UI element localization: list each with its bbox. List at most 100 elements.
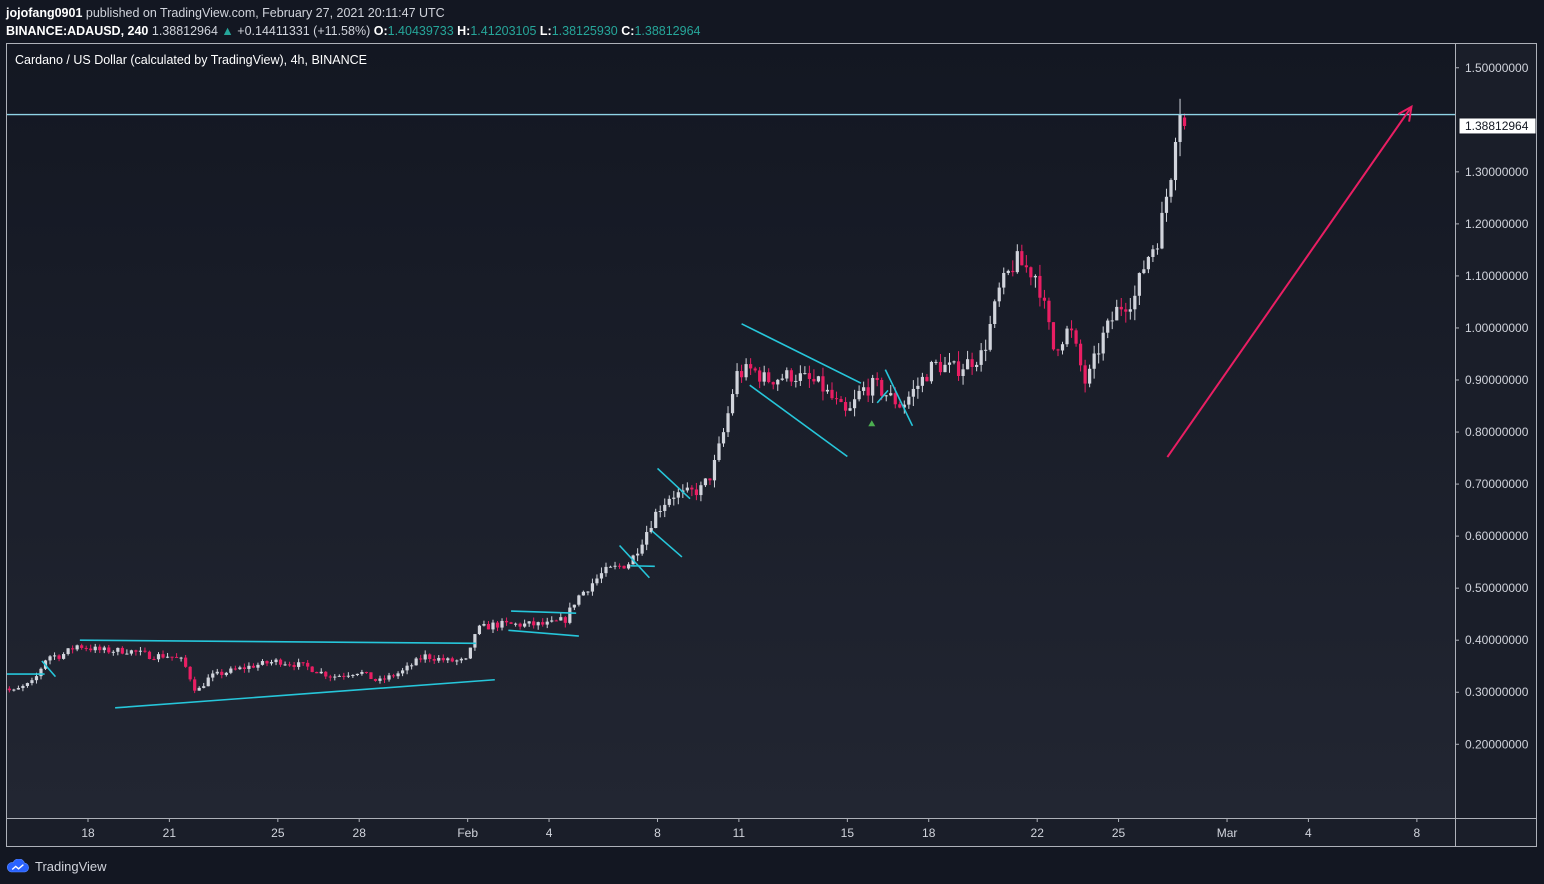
candle-body — [455, 660, 459, 662]
candle-body — [432, 658, 436, 661]
candle-body — [369, 672, 373, 679]
y-tick-label: 1.30000000 — [1465, 165, 1529, 179]
x-tick-label: 25 — [1112, 826, 1126, 840]
candle-body — [1146, 256, 1150, 270]
last-price-badge — [1458, 117, 1536, 135]
x-tick-label: 18 — [922, 826, 936, 840]
candle-body — [911, 388, 915, 397]
candle-body — [617, 565, 622, 567]
candle-body — [789, 370, 793, 382]
trendline — [115, 678, 495, 709]
candle-body — [500, 620, 504, 628]
candle-body — [961, 369, 965, 376]
candle-body — [52, 655, 57, 657]
candle-body — [251, 665, 256, 668]
candle-body — [238, 667, 242, 670]
candle-body — [468, 647, 472, 659]
candle-body — [446, 658, 450, 661]
candle-body — [812, 378, 816, 382]
candle-body — [138, 650, 143, 652]
last-price-label: 1.38812964 — [1465, 119, 1529, 133]
candle-body — [830, 389, 834, 399]
candle-body — [1133, 295, 1137, 310]
candle-body — [676, 492, 680, 498]
footer-brand[interactable]: TradingView — [35, 858, 107, 874]
candle-body — [319, 671, 323, 674]
candle-body — [165, 656, 170, 658]
candle-body — [568, 607, 572, 623]
candle-body — [839, 398, 843, 403]
trendline — [508, 629, 579, 637]
candle-body — [753, 368, 757, 371]
y-tick-label: 1.00000000 — [1465, 321, 1529, 335]
candle-body — [979, 350, 983, 365]
candle-body — [287, 664, 292, 666]
y-tick-label: 0.20000000 — [1465, 737, 1529, 751]
candle-body — [672, 497, 676, 499]
x-tick-label: 18 — [81, 826, 95, 840]
candle-body — [25, 683, 30, 686]
candle-body — [685, 487, 689, 491]
candle-body — [943, 364, 947, 373]
candle-body — [355, 673, 359, 676]
candle-body — [636, 553, 640, 556]
candle-body — [1029, 267, 1033, 278]
y-tick-label: 1.10000000 — [1465, 269, 1529, 283]
x-tick-label: 8 — [654, 826, 661, 840]
chart-title: Cardano / US Dollar (calculated by Tradi… — [15, 53, 368, 67]
candle-body — [152, 658, 156, 660]
candle-body — [57, 655, 61, 659]
candle-body — [224, 672, 228, 675]
candle-body — [211, 673, 215, 678]
trendline — [749, 384, 848, 458]
candle-body — [1002, 272, 1006, 288]
candle-body — [423, 654, 427, 660]
candle-body — [260, 661, 265, 665]
price-chart[interactable]: 1.600000001.500000001.300000001.20000000… — [7, 44, 1536, 846]
publish-line: jojofang0901 published on TradingView.co… — [6, 4, 700, 22]
candle-body — [48, 656, 52, 661]
candle-body — [34, 676, 39, 681]
candle-body — [726, 413, 730, 433]
trendline — [656, 467, 691, 500]
high-value: 1.41203105 — [470, 24, 537, 38]
open-label: O: — [373, 24, 388, 38]
change-value: +0.14411331 (+11.58%) — [237, 24, 371, 38]
candle-body — [739, 371, 744, 378]
candle-body — [206, 677, 210, 687]
candle-body — [658, 511, 662, 512]
plot-area — [7, 44, 1455, 818]
author-name[interactable]: jojofang0901 — [6, 6, 83, 20]
time-axis-area — [7, 818, 1536, 846]
candle-body — [464, 658, 468, 660]
candle-body — [116, 647, 120, 652]
candle-body — [613, 565, 617, 567]
candle-body — [599, 573, 604, 579]
y-tick-label: 0.90000000 — [1465, 373, 1529, 387]
y-tick-label: 0.70000000 — [1465, 477, 1529, 491]
x-tick-label: 11 — [733, 826, 746, 840]
candle-body — [1051, 322, 1056, 350]
candle-body — [504, 620, 509, 623]
candle-body — [391, 675, 396, 677]
candle-body — [1065, 328, 1069, 345]
candle-body — [1151, 249, 1155, 257]
candle-body — [1092, 353, 1096, 369]
candle-body — [364, 671, 369, 673]
candle-body — [834, 398, 839, 400]
candle-body — [102, 647, 106, 651]
candle-body — [378, 678, 382, 681]
trendline — [41, 660, 57, 678]
candle-body — [274, 659, 278, 663]
candle-body — [301, 662, 305, 664]
candle-body — [947, 362, 952, 365]
candle-body — [645, 532, 649, 545]
candle-body — [513, 623, 518, 625]
candle-body — [1169, 180, 1173, 197]
candle-body — [1024, 265, 1028, 268]
candle-body — [1115, 306, 1119, 321]
candle-body — [387, 675, 391, 680]
candle-body — [1074, 330, 1078, 344]
candle-body — [75, 645, 79, 650]
candle-body — [744, 364, 748, 378]
